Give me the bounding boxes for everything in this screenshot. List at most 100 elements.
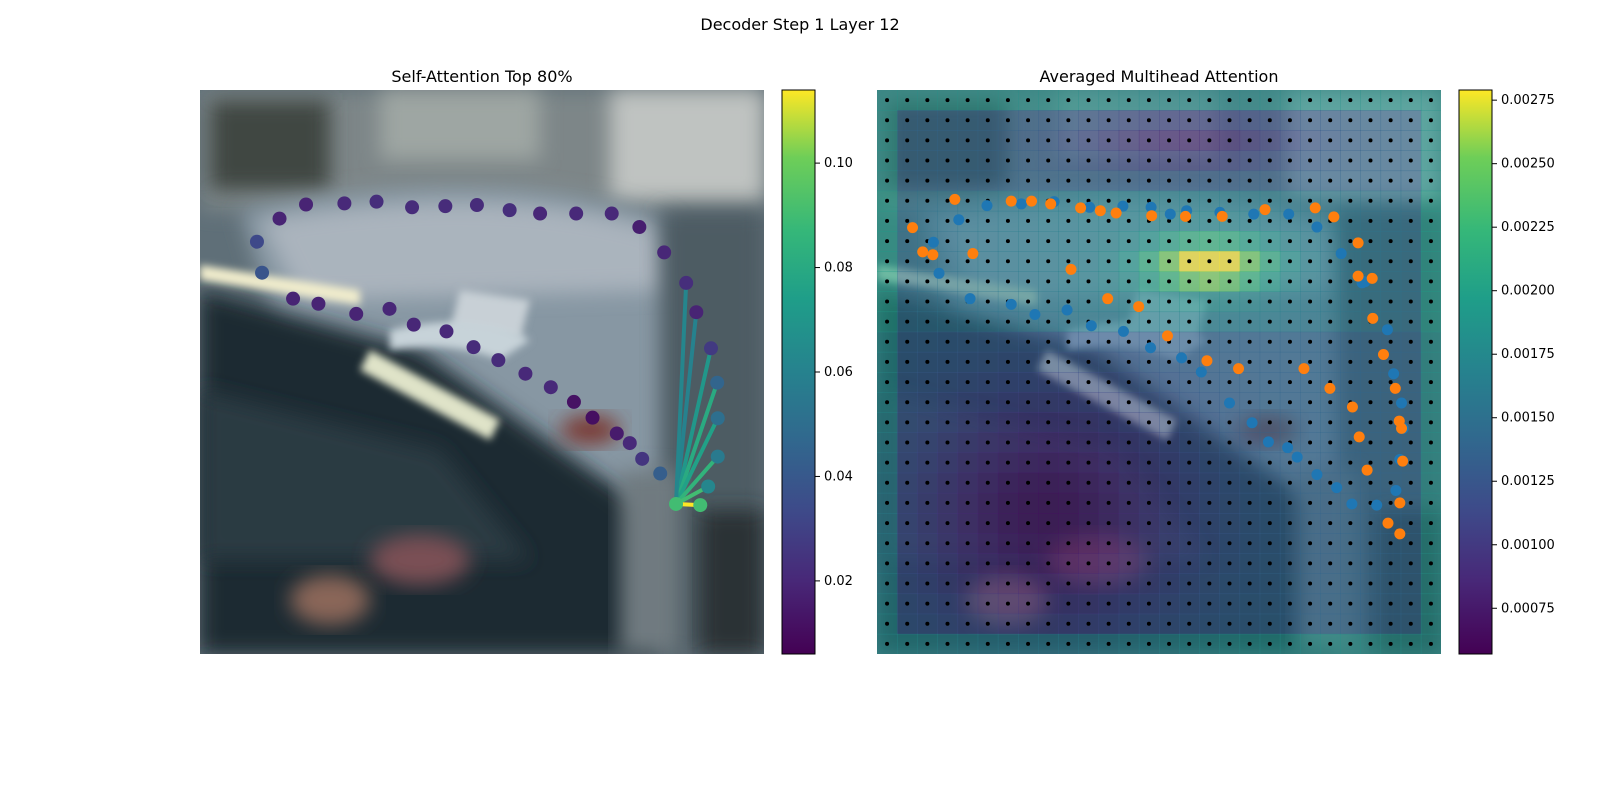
grid-dot bbox=[1106, 339, 1111, 344]
grid-dot bbox=[1207, 98, 1212, 103]
heatmap-cells bbox=[877, 90, 1441, 654]
grid-dot bbox=[965, 138, 970, 143]
attention-point bbox=[710, 375, 725, 390]
grid-dot bbox=[1328, 621, 1333, 626]
series-orange-point bbox=[1201, 355, 1213, 367]
grid-dot bbox=[1368, 118, 1373, 123]
attention-point bbox=[405, 200, 420, 215]
series-orange-point bbox=[1366, 272, 1378, 284]
grid-dot bbox=[1388, 641, 1393, 646]
grid-dot bbox=[1187, 480, 1192, 485]
grid-dot bbox=[1046, 541, 1051, 546]
series-blue-point bbox=[1005, 298, 1017, 310]
grid-dot bbox=[1126, 460, 1131, 465]
grid-dot bbox=[1106, 621, 1111, 626]
grid-dot bbox=[885, 259, 890, 264]
series-orange-point bbox=[1346, 401, 1358, 413]
colorbar-tick-label: 0.08 bbox=[824, 261, 853, 276]
grid-dot bbox=[1408, 259, 1413, 264]
grid-dot bbox=[1227, 319, 1232, 324]
grid-dot bbox=[1287, 420, 1292, 425]
grid-dot bbox=[1408, 601, 1413, 606]
grid-dot bbox=[1106, 480, 1111, 485]
grid-dot bbox=[1167, 319, 1172, 324]
grid-dot bbox=[1328, 500, 1333, 505]
grid-dot bbox=[1267, 621, 1272, 626]
grid-dot bbox=[1167, 601, 1172, 606]
grid-dot bbox=[1388, 158, 1393, 163]
grid-dot bbox=[1408, 420, 1413, 425]
series-orange-point bbox=[927, 249, 939, 261]
grid-dot bbox=[925, 118, 930, 123]
grid-dot bbox=[1388, 118, 1393, 123]
grid-dot bbox=[1106, 561, 1111, 566]
self-attention-title: Self-Attention Top 80% bbox=[391, 67, 572, 86]
series-blue-point bbox=[1381, 324, 1393, 336]
grid-dot bbox=[1026, 480, 1031, 485]
grid-dot bbox=[965, 581, 970, 586]
grid-dot bbox=[905, 400, 910, 405]
grid-dot bbox=[1328, 279, 1333, 284]
series-blue-point bbox=[1248, 208, 1260, 220]
grid-dot bbox=[925, 420, 930, 425]
grid-dot bbox=[945, 480, 950, 485]
self-attention-panel: Self-Attention Top 80% 0.020.040.060.080… bbox=[200, 67, 853, 655]
grid-dot bbox=[1328, 641, 1333, 646]
grid-dot bbox=[1328, 339, 1333, 344]
grid-dot bbox=[945, 400, 950, 405]
grid-dot bbox=[1227, 118, 1232, 123]
grid-dot bbox=[1247, 98, 1252, 103]
grid-dot bbox=[985, 581, 990, 586]
grid-dot bbox=[1408, 98, 1413, 103]
grid-dot bbox=[1287, 500, 1292, 505]
grid-dot bbox=[1308, 480, 1313, 485]
grid-dot bbox=[1167, 178, 1172, 183]
series-orange-point bbox=[1324, 382, 1336, 394]
grid-dot bbox=[1026, 641, 1031, 646]
grid-dot bbox=[1368, 198, 1373, 203]
grid-dot bbox=[1368, 178, 1373, 183]
grid-dot bbox=[1247, 561, 1252, 566]
grid-dot bbox=[1348, 440, 1353, 445]
grid-dot bbox=[1187, 641, 1192, 646]
grid-dot bbox=[1388, 98, 1393, 103]
attention-point bbox=[609, 426, 624, 441]
grid-dot bbox=[1388, 500, 1393, 505]
grid-dot bbox=[965, 621, 970, 626]
series-orange-point bbox=[949, 193, 961, 205]
grid-dot bbox=[925, 279, 930, 284]
grid-dot bbox=[1388, 239, 1393, 244]
grid-dot bbox=[965, 641, 970, 646]
grid-dot bbox=[885, 218, 890, 223]
attention-point bbox=[249, 234, 264, 249]
colorbar-tick-label: 0.00250 bbox=[1501, 157, 1555, 172]
grid-dot bbox=[945, 158, 950, 163]
grid-dot bbox=[985, 601, 990, 606]
grid-dot bbox=[1187, 380, 1192, 385]
grid-dot bbox=[965, 279, 970, 284]
grid-dot bbox=[1328, 118, 1333, 123]
grid-dot bbox=[1026, 460, 1031, 465]
grid-dot bbox=[905, 601, 910, 606]
grid-dot bbox=[1408, 198, 1413, 203]
grid-dot bbox=[1368, 380, 1373, 385]
grid-dot bbox=[985, 259, 990, 264]
grid-dot bbox=[1308, 440, 1313, 445]
grid-dot bbox=[905, 500, 910, 505]
series-blue-point bbox=[1117, 200, 1129, 212]
grid-dot bbox=[1328, 158, 1333, 163]
grid-dot bbox=[1187, 521, 1192, 526]
grid-dot bbox=[925, 158, 930, 163]
grid-dot bbox=[1146, 259, 1151, 264]
grid-dot bbox=[1106, 420, 1111, 425]
grid-dot bbox=[1368, 98, 1373, 103]
grid-dot bbox=[1267, 158, 1272, 163]
grid-dot bbox=[885, 359, 890, 364]
grid-dot bbox=[945, 641, 950, 646]
figure-suptitle: Decoder Step 1 Layer 12 bbox=[700, 15, 899, 34]
grid-dot bbox=[1086, 380, 1091, 385]
grid-dot bbox=[1005, 601, 1010, 606]
grid-dot bbox=[905, 158, 910, 163]
attention-point bbox=[679, 275, 694, 290]
grid-dot bbox=[1187, 239, 1192, 244]
